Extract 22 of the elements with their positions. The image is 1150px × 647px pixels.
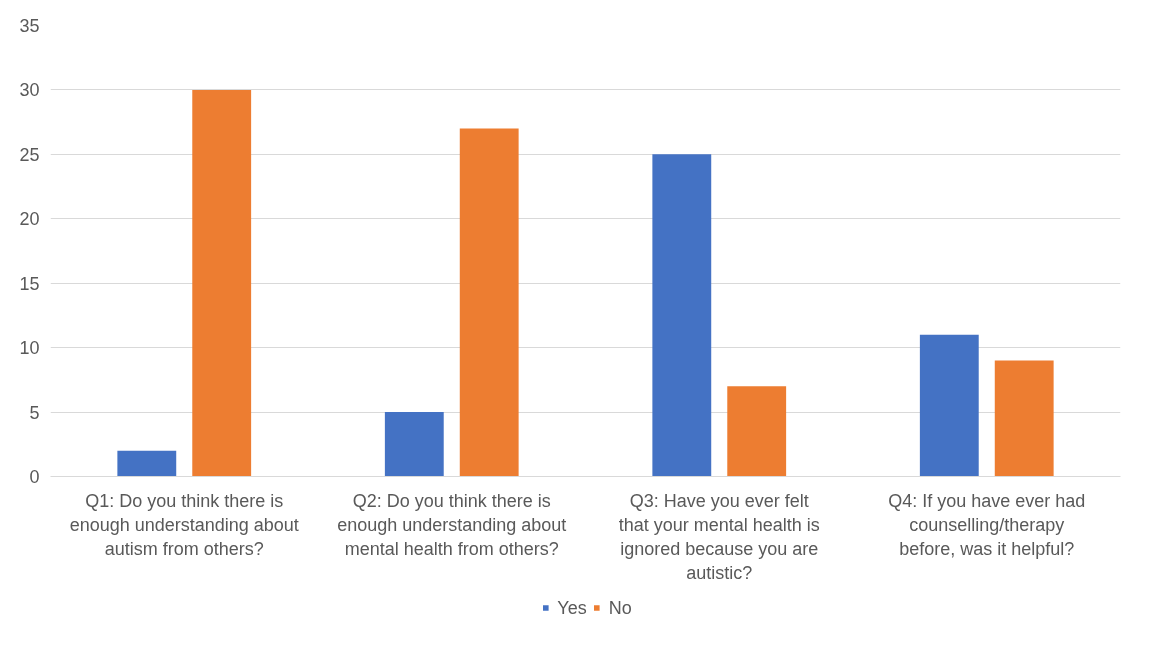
legend-label: No bbox=[608, 597, 632, 618]
bar bbox=[384, 412, 444, 477]
bar bbox=[994, 360, 1054, 477]
y-tick-label: 5 bbox=[29, 402, 40, 423]
legend-label: Yes bbox=[557, 597, 587, 618]
y-tick-label: 0 bbox=[29, 467, 40, 487]
bar bbox=[459, 128, 519, 477]
bar bbox=[727, 386, 787, 477]
bar bbox=[919, 334, 979, 477]
y-tick-label: 25 bbox=[19, 144, 40, 165]
y-tick-label: 10 bbox=[19, 338, 40, 359]
y-tick-label: 30 bbox=[19, 80, 40, 101]
x-tick-label: Q3: Have you ever felt that your mental health is ignored because you are autistic? bbox=[618, 490, 820, 583]
x-tick-label: Q2: Do you think there is enough understanding about mental health from others? bbox=[337, 490, 567, 559]
bar bbox=[652, 154, 712, 477]
x-tick-label: Q4: If you have ever had counselling/therapy before, was it helpful? bbox=[888, 490, 1086, 559]
bar bbox=[117, 450, 177, 477]
y-tick-label: 20 bbox=[19, 209, 40, 230]
y-tick-label: 15 bbox=[19, 273, 40, 294]
y-tick-label: 35 bbox=[19, 16, 40, 36]
x-tick-label: Q1: Do you think there is enough understanding about autism from others? bbox=[69, 490, 299, 559]
bar bbox=[192, 89, 252, 477]
